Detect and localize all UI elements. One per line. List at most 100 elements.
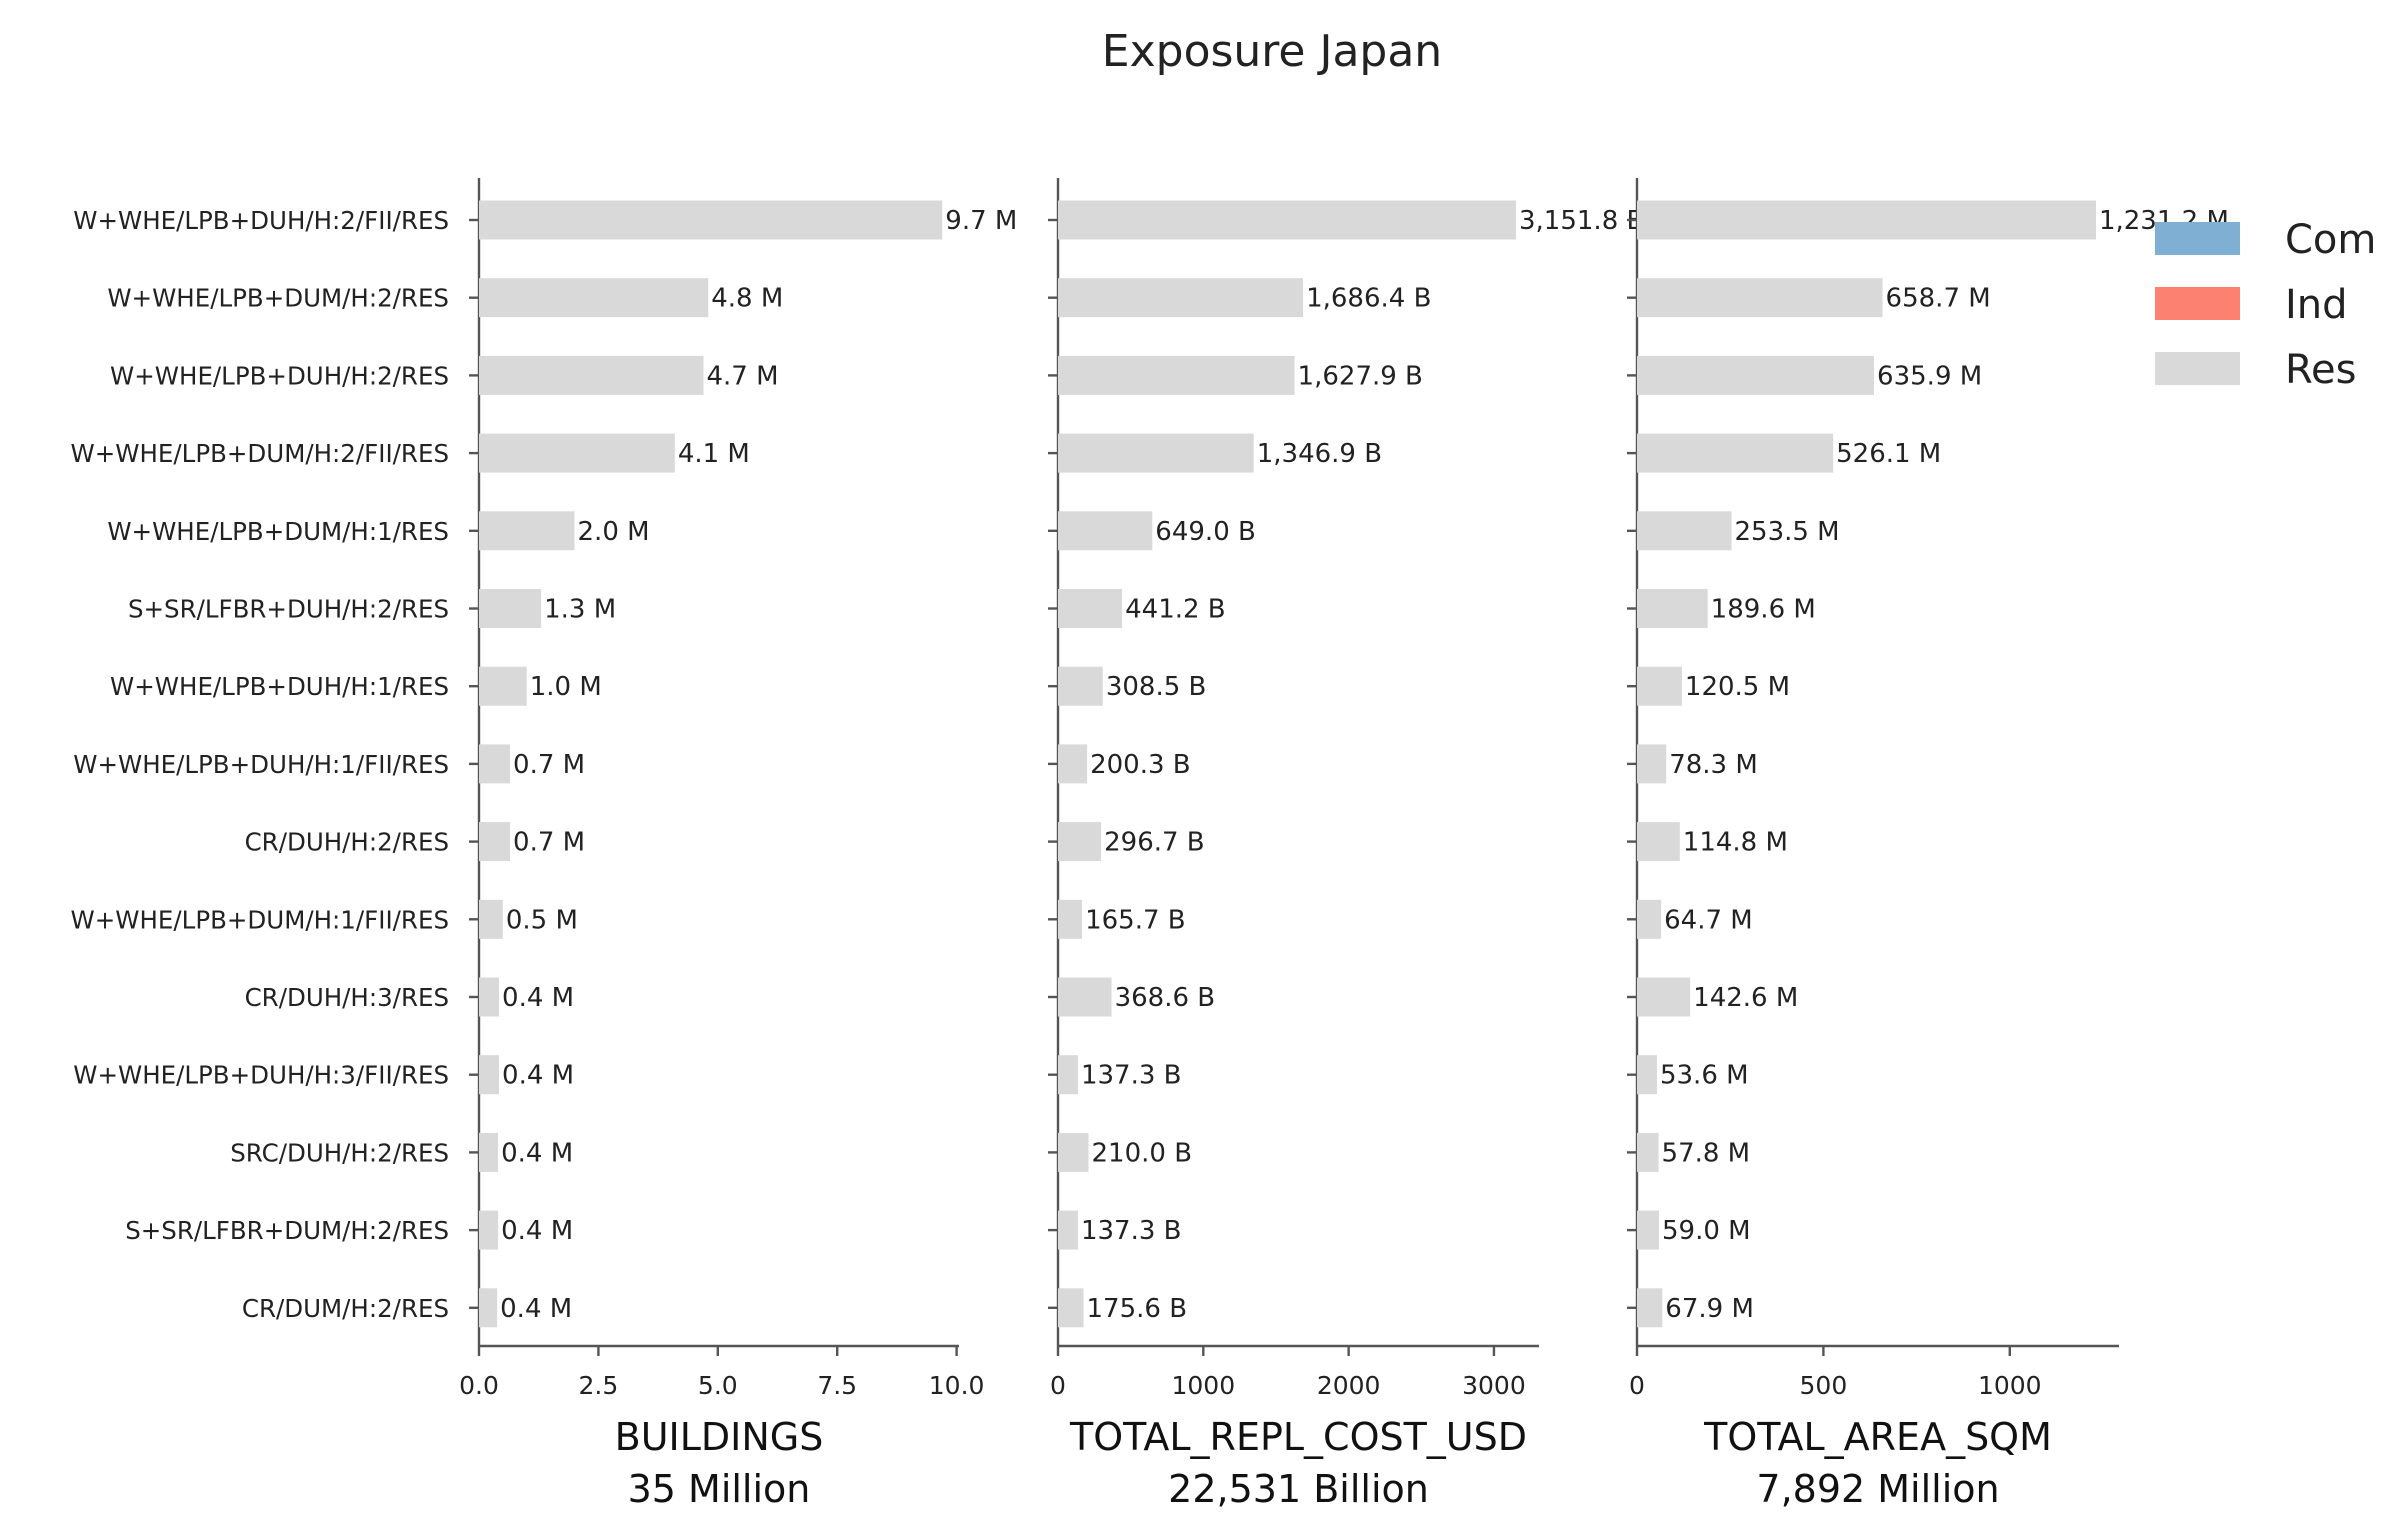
- value-label: 1,627.9 B: [1298, 361, 1423, 391]
- bar-res: [479, 433, 675, 473]
- value-label: 137.3 B: [1081, 1216, 1182, 1246]
- value-label: 200.3 B: [1090, 750, 1191, 780]
- bar-res: [1058, 899, 1083, 939]
- value-label: 2.0 M: [578, 517, 650, 547]
- category-label: CR/DUH/H:2/RES: [245, 828, 449, 857]
- value-label: 9.7 M: [945, 206, 1017, 236]
- bar-res: [479, 822, 511, 862]
- value-label: 1,686.4 B: [1306, 284, 1431, 314]
- x-axis-title: TOTAL_REPL_COST_USD: [1069, 1415, 1527, 1459]
- value-label: 57.8 M: [1662, 1138, 1751, 1168]
- bar-res: [1637, 1210, 1659, 1250]
- bar-res: [479, 278, 709, 318]
- value-label: 4.1 M: [678, 439, 750, 469]
- bar-res: [479, 511, 575, 551]
- bar-res: [1058, 1132, 1089, 1172]
- value-label: 120.5 M: [1685, 672, 1790, 702]
- bar-res: [479, 1055, 500, 1095]
- category-label: W+WHE/LPB+DUM/H:1/FII/RES: [71, 905, 449, 934]
- bar-res: [1058, 666, 1103, 706]
- bar-res: [479, 1132, 499, 1172]
- value-label: 368.6 B: [1115, 983, 1216, 1013]
- value-label: 3,151.8 B: [1519, 206, 1644, 236]
- value-label: 67.9 M: [1665, 1294, 1754, 1324]
- x-tick-label: 0.0: [459, 1371, 499, 1400]
- value-label: 142.6 M: [1693, 983, 1798, 1013]
- x-tick-label: 1000: [1172, 1371, 1236, 1400]
- bar-res: [1637, 433, 1834, 473]
- x-tick-label: 3000: [1462, 1371, 1526, 1400]
- x-tick-label: 500: [1800, 1371, 1848, 1400]
- x-axis-total: 22,531 Billion: [1168, 1467, 1429, 1511]
- value-label: 64.7 M: [1664, 905, 1753, 935]
- category-label: W+WHE/LPB+DUH/H:3/FII/RES: [73, 1061, 449, 1090]
- bar-res: [1637, 977, 1691, 1017]
- chart-title: Exposure Japan: [1102, 26, 1442, 77]
- bar-res: [479, 200, 943, 240]
- bar-res: [1058, 744, 1088, 784]
- value-label: 4.8 M: [711, 284, 783, 314]
- value-label: 0.4 M: [502, 983, 574, 1013]
- bar-res: [479, 977, 500, 1017]
- x-tick-label: 0: [1050, 1371, 1066, 1400]
- x-tick-label: 10.0: [929, 1371, 985, 1400]
- category-label: W+WHE/LPB+DUH/H:2/FII/RES: [73, 206, 449, 235]
- value-label: 658.7 M: [1886, 284, 1991, 314]
- value-label: 526.1 M: [1836, 439, 1941, 469]
- bar-res: [1637, 1055, 1657, 1095]
- bar-res: [1058, 977, 1112, 1017]
- bar-res: [1058, 278, 1304, 318]
- bar-res: [1058, 1055, 1078, 1095]
- bar-res: [1058, 1210, 1078, 1250]
- legend: Com Ind Res: [2155, 217, 2376, 393]
- value-label: 441.2 B: [1125, 595, 1226, 625]
- legend-swatch: [2155, 352, 2240, 385]
- category-label: W+WHE/LPB+DUM/H:2/FII/RES: [71, 439, 449, 468]
- bar-res: [479, 744, 511, 784]
- category-label: S+SR/LFBR+DUH/H:2/RES: [128, 595, 449, 624]
- category-label: W+WHE/LPB+DUH/H:1/RES: [110, 672, 449, 701]
- bar-res: [1058, 822, 1102, 862]
- x-tick-label: 2000: [1317, 1371, 1381, 1400]
- bar-res: [1637, 666, 1682, 706]
- panel-1: W+WHE/LPB+DUH/H:2/FII/RES 9.7 M W+WHE/LPB+…: [71, 178, 1017, 1511]
- panel-2: 3,151.8 B 1,686.4 B 1,627.9 B 1,346.9 B 649.…: [1048, 178, 1644, 1511]
- x-tick-label: 0: [1629, 1371, 1645, 1400]
- bar-res: [1637, 355, 1875, 395]
- bar-res: [479, 1210, 499, 1250]
- bar-res: [1058, 200, 1517, 240]
- legend-swatch: [2155, 222, 2240, 255]
- category-label: W+WHE/LPB+DUH/H:1/FII/RES: [73, 750, 449, 779]
- legend-label: Ind: [2285, 282, 2348, 328]
- x-tick-label: 7.5: [817, 1371, 857, 1400]
- bar-res: [479, 666, 527, 706]
- bar-res: [1058, 1288, 1084, 1328]
- x-tick-label: 2.5: [579, 1371, 619, 1400]
- value-label: 1.3 M: [544, 595, 616, 625]
- value-label: 165.7 B: [1085, 905, 1186, 935]
- bar-res: [1637, 1288, 1663, 1328]
- bar-res: [1637, 899, 1662, 939]
- value-label: 78.3 M: [1669, 750, 1758, 780]
- bar-res: [1637, 822, 1680, 862]
- value-label: 649.0 B: [1155, 517, 1256, 547]
- value-label: 0.7 M: [513, 750, 585, 780]
- bar-res: [1058, 433, 1254, 473]
- bar-res: [1058, 355, 1295, 395]
- bar-res: [479, 589, 542, 628]
- value-label: 210.0 B: [1092, 1138, 1193, 1168]
- value-label: 0.4 M: [501, 1138, 573, 1168]
- category-label: CR/DUM/H:2/RES: [242, 1294, 449, 1323]
- x-axis-total: 7,892 Million: [1756, 1467, 1999, 1511]
- x-tick-label: 5.0: [698, 1371, 738, 1400]
- x-tick-label: 1000: [1978, 1371, 2042, 1400]
- value-label: 114.8 M: [1683, 828, 1788, 858]
- value-label: 0.7 M: [513, 828, 585, 858]
- bar-res: [1637, 200, 2096, 240]
- value-label: 189.6 M: [1711, 595, 1816, 625]
- legend-swatch: [2155, 287, 2240, 320]
- bar-res: [1637, 511, 1732, 551]
- category-label: W+WHE/LPB+DUM/H:2/RES: [107, 284, 449, 313]
- value-label: 59.0 M: [1662, 1216, 1751, 1246]
